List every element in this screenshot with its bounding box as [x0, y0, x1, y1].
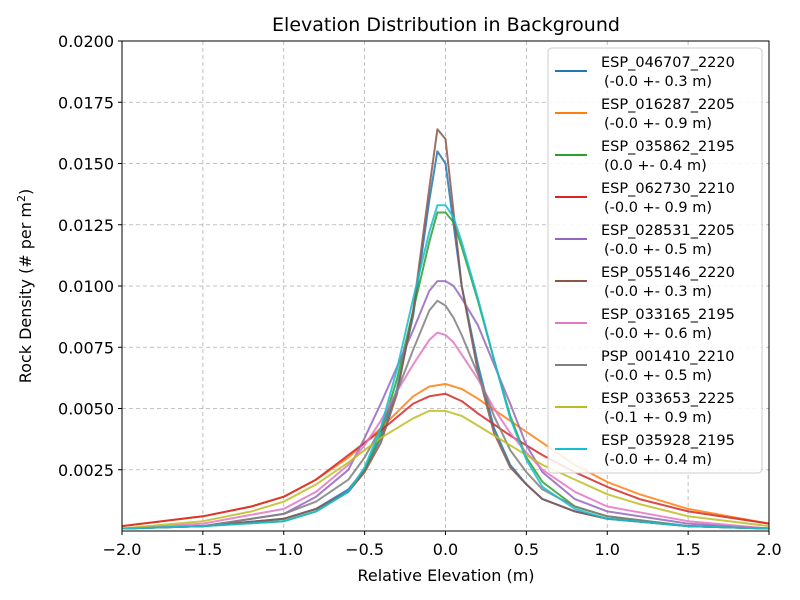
y-tick-label-3: 0.0100: [58, 277, 114, 296]
series-line-6: [121, 331, 770, 530]
legend-stats-6: (-0.0 +- 0.6 m): [604, 326, 712, 342]
x-tick-label-0: −2.0: [103, 540, 142, 559]
legend-stats-9: (-0.0 +- 0.4 m): [604, 452, 712, 468]
series-line-8: [121, 409, 770, 530]
x-tick-label-6: 1.0: [595, 540, 620, 559]
x-tick-label-5: 0.5: [514, 540, 539, 559]
legend-name-4: ESP_028531_2205: [601, 223, 735, 239]
x-tick-label-8: 2.0: [756, 540, 781, 559]
y-tick-label-1: 0.0050: [58, 400, 114, 419]
legend-name-0: ESP_046707_2220: [601, 55, 735, 71]
y-tick-label-0: 0.0025: [58, 461, 114, 480]
y-axis-label: Rock Density (# per m2): [15, 189, 35, 383]
x-tick-label-3: −0.5: [345, 540, 384, 559]
y-tick-label-6: 0.0175: [58, 93, 114, 112]
legend-stats-8: (-0.1 +- 0.9 m): [604, 410, 712, 426]
x-axis-label: Relative Elevation (m): [357, 566, 534, 585]
legend-name-1: ESP_016287_2205: [601, 97, 735, 113]
legend-stats-3: (-0.0 +- 0.9 m): [604, 200, 712, 216]
legend-stats-7: (-0.0 +- 0.5 m): [604, 368, 712, 384]
series-line-3: [121, 392, 770, 528]
legend-name-5: ESP_055146_2220: [601, 265, 735, 281]
legend-stats-2: (0.0 +- 0.4 m): [604, 158, 707, 174]
legend-name-3: ESP_062730_2210: [601, 181, 735, 197]
legend: ESP_046707_2220 (-0.0 +- 0.3 m) ESP_016287…: [547, 47, 763, 474]
legend-stats-4: (-0.0 +- 0.5 m): [604, 242, 712, 258]
x-tick-label-4: 0.0: [433, 540, 458, 559]
legend-stats-1: (-0.0 +- 0.9 m): [604, 116, 712, 132]
y-tick-label-2: 0.0075: [58, 338, 114, 357]
y-tick-label-4: 0.0125: [58, 216, 114, 235]
legend-name-8: ESP_033653_2225: [601, 391, 735, 407]
y-tick-label-7: 0.0200: [58, 32, 114, 51]
legend-name-6: ESP_033165_2195: [601, 307, 735, 323]
legend-name-7: PSP_001410_2210: [601, 349, 734, 365]
legend-name-9: ESP_035928_2195: [601, 433, 735, 449]
x-axis-ticks: −2.0 −1.5 −1.0 −0.5 0.0 0.5 1.0 1.5 2.0: [103, 531, 782, 559]
legend-stats-0: (-0.0 +- 0.3 m): [604, 74, 712, 90]
y-tick-label-5: 0.0150: [58, 155, 114, 174]
series-line-9: [121, 204, 770, 530]
series-lines: [121, 128, 770, 530]
series-line-4: [121, 280, 770, 530]
legend-frame: [547, 47, 763, 474]
x-tick-label-7: 1.5: [675, 540, 700, 559]
legend-name-2: ESP_035862_2195: [601, 139, 735, 155]
x-tick-label-1: −1.5: [183, 540, 222, 559]
y-axis-ticks: 0.0025 0.0050 0.0075 0.0100 0.0125 0.0150 0.01…: [58, 32, 122, 480]
x-tick-label-2: −1.0: [264, 540, 303, 559]
chart-title: Elevation Distribution in Background: [272, 14, 620, 36]
legend-stats-5: (-0.0 +- 0.3 m): [604, 284, 712, 300]
